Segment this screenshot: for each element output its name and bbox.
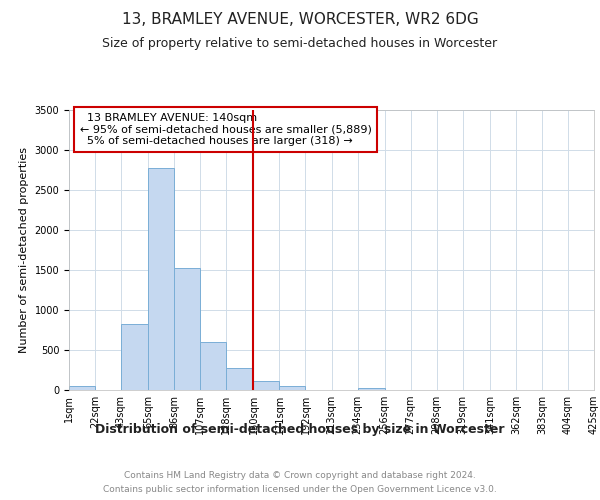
Bar (253, 381, 280, 390)
Text: Size of property relative to semi-detached houses in Worcester: Size of property relative to semi-detach… (103, 38, 497, 51)
Bar (358, 388, 385, 390)
Bar (148, 168, 174, 390)
Text: 13, BRAMLEY AVENUE, WORCESTER, WR2 6DG: 13, BRAMLEY AVENUE, WORCESTER, WR2 6DG (122, 12, 478, 28)
Bar (174, 268, 200, 390)
Text: Distribution of semi-detached houses by size in Worcester: Distribution of semi-detached houses by … (95, 422, 505, 436)
Text: 13 BRAMLEY AVENUE: 140sqm
← 95% of semi-detached houses are smaller (5,889)
  5%: 13 BRAMLEY AVENUE: 140sqm ← 95% of semi-… (79, 113, 371, 146)
Bar (69, 386, 95, 390)
Bar (200, 342, 226, 390)
Bar (121, 324, 148, 390)
Bar (226, 368, 253, 390)
Text: Contains HM Land Registry data © Crown copyright and database right 2024.: Contains HM Land Registry data © Crown c… (124, 471, 476, 480)
Text: Contains public sector information licensed under the Open Government Licence v3: Contains public sector information licen… (103, 485, 497, 494)
Bar (280, 386, 305, 390)
Y-axis label: Number of semi-detached properties: Number of semi-detached properties (19, 147, 29, 353)
